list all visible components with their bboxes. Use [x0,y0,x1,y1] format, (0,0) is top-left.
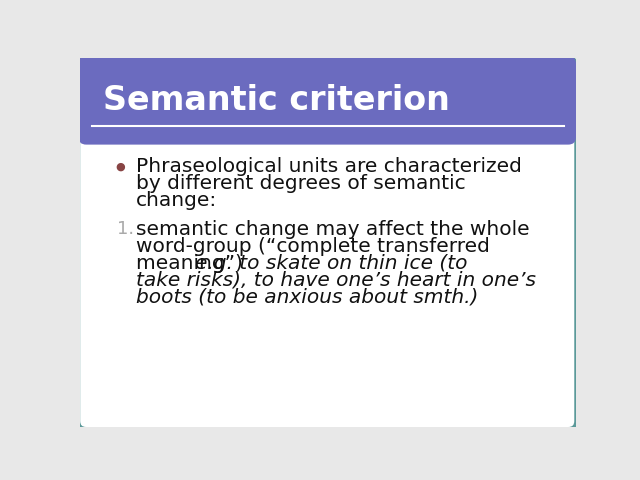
Text: Phraseological units are characterized: Phraseological units are characterized [136,156,522,176]
Text: 1.: 1. [117,220,134,238]
Text: word-group (“complete transferred: word-group (“complete transferred [136,237,490,256]
Text: meaning”): meaning”) [136,254,249,273]
Text: change:: change: [136,191,217,210]
Text: e.g. to skate on thin ice (to: e.g. to skate on thin ice (to [195,254,468,273]
Text: semantic change may affect the whole: semantic change may affect the whole [136,220,529,239]
Text: Semantic criterion: Semantic criterion [103,84,450,117]
Text: by different degrees of semantic: by different degrees of semantic [136,174,465,192]
Text: boots (to be anxious about smth.): boots (to be anxious about smth.) [136,288,478,307]
Bar [86,64,102,137]
Text: ●: ● [115,161,125,171]
Bar [86,121,568,137]
FancyBboxPatch shape [79,58,576,429]
Text: take risks), to have one’s heart in one’s: take risks), to have one’s heart in one’… [136,271,536,289]
FancyBboxPatch shape [79,56,576,144]
